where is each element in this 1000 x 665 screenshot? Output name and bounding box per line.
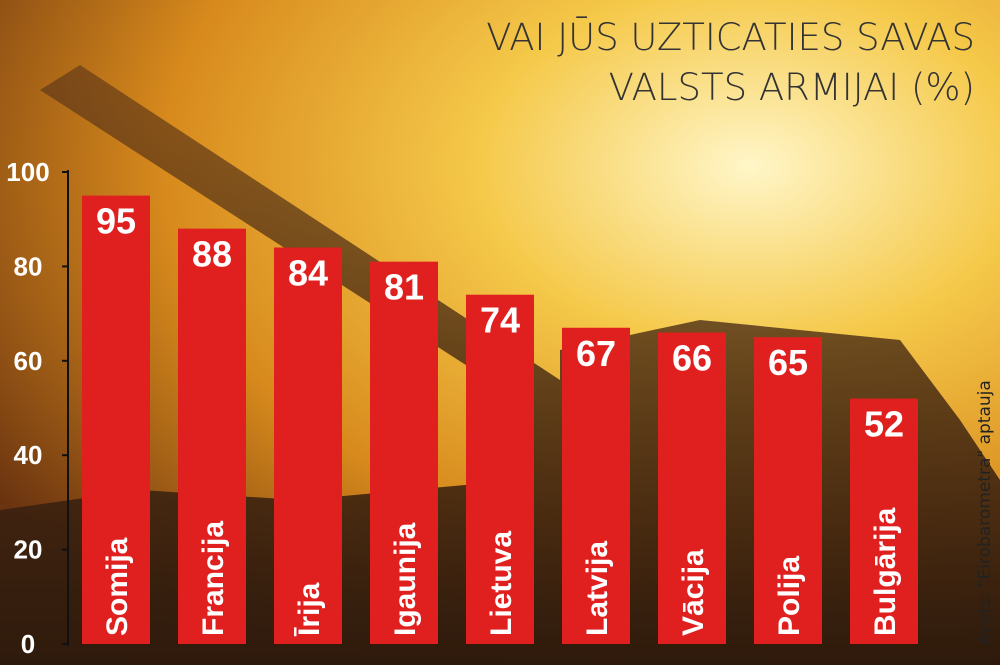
category-label: Bulgārija [869,507,902,636]
bar [178,228,246,644]
chart-title: VALSTS ARMIJAI (%) [609,66,975,109]
category-label: Somija [101,537,134,636]
category-label: Latvija [581,541,614,636]
value-label: 81 [384,267,424,308]
value-label: 95 [96,201,136,242]
bar [754,337,822,644]
y-tick-label: 0 [21,629,35,659]
bar [562,327,630,644]
y-tick-label: 80 [14,251,43,281]
value-label: 74 [480,300,520,341]
bar [274,247,342,644]
category-label: Lietuva [485,531,518,636]
source-note: Avots: "Eirobarometra" aptauja [975,380,995,645]
bar [658,332,726,644]
category-label: Vācija [677,549,710,636]
category-label: Īrija [293,582,326,637]
y-tick-label: 20 [14,535,43,565]
bar [466,294,534,644]
category-label: Francija [197,521,230,636]
value-label: 52 [864,404,904,445]
value-label: 65 [768,342,808,383]
y-tick-label: 40 [14,440,43,470]
bar [82,195,150,644]
value-label: 84 [288,253,328,294]
chart-title: VAI JŪS UZTICATIES SAVAS [486,16,975,59]
category-label: Igaunija [389,522,422,636]
bar [370,261,438,644]
value-label: 88 [192,234,232,275]
y-tick-label: 60 [14,346,43,376]
category-label: Polija [773,556,806,636]
value-label: 66 [672,337,712,378]
value-label: 67 [576,333,616,374]
bar [850,398,918,644]
y-tick-label: 100 [6,157,49,187]
